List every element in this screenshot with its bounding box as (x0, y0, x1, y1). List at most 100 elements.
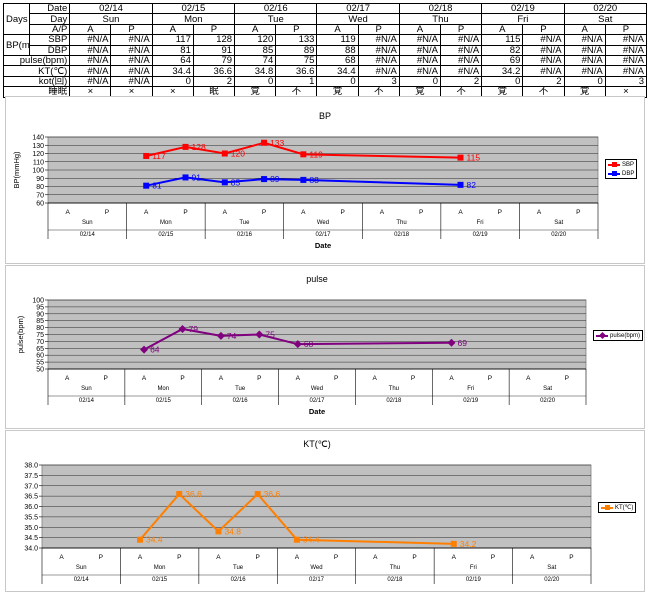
table-ap-cell: P (192, 23, 236, 36)
table-ap-cell: A (316, 23, 359, 36)
table-kt-cell: #N/A (398, 65, 441, 77)
data-label: 69 (458, 338, 468, 348)
data-point (140, 345, 149, 354)
table-row-pulse: pulse(bpm) #N/A #N/A 64 79 74 75 68 #N/A #N/A #N/A… (2, 54, 648, 67)
table-dbp-cell: 91 (192, 44, 236, 56)
table-row-kt: KT(℃) #N/A #N/A 34.4 36.6 34.8 36.6 34.4 #N/A #N/… (2, 65, 648, 77)
x-day-label: Thu (389, 386, 399, 392)
x-day-label: Thu (396, 220, 406, 226)
data-label: 68 (304, 339, 314, 349)
table-dbp-cell: #N/A (398, 44, 441, 56)
table-row-date: Days Date 02/14 02/15 02/16 02/17 02/18 02/19 02… (2, 2, 648, 36)
data-label: 115 (467, 153, 481, 163)
table-kot-cell: 0 (151, 75, 194, 88)
table-dbp-cell: #N/A (357, 44, 400, 56)
table-sbp-cell: #N/A (439, 34, 483, 46)
chart-title: pulse (306, 274, 328, 284)
legend-marker (605, 504, 610, 510)
y-tick-label: 90 (36, 311, 44, 318)
data-point (215, 528, 222, 535)
table-pulse-cell: #N/A (522, 54, 565, 67)
chart-title: KT(℃) (303, 439, 331, 449)
table-kt-cell: #N/A (439, 65, 483, 77)
table-date-cell: 02/15 (151, 2, 236, 15)
legend-label: DBP (622, 170, 635, 177)
data-point (182, 174, 189, 181)
y-tick-label: 140 (32, 135, 44, 142)
data-point (182, 143, 189, 150)
table-row-day: Day Sun Mon Tue Wed Thu Fri Sat (4, 13, 648, 25)
x-date-label: 02/19 (473, 232, 489, 238)
kt-chart-panel: KT(℃) 34.0 34.5 35.0 35.5 36.0 36.5 37.0 37.5 38.… (5, 430, 645, 592)
y-tick-label: 130 (32, 143, 44, 150)
y-tick-label: 90 (36, 176, 44, 183)
legend-swatch (601, 504, 613, 510)
table-date-cell: 02/14 (69, 2, 153, 15)
series-line (146, 176, 461, 187)
x-day-label: Mon (154, 565, 166, 571)
y-tick-label: 38.0 (24, 463, 38, 470)
x-date-label: 02/14 (74, 577, 90, 583)
table-day-cell: Wed (316, 13, 400, 25)
table-pulse-cell: 69 (481, 54, 524, 67)
x-day-label: Tue (233, 565, 244, 571)
table-ap-cell: A (563, 23, 606, 36)
y-tick-label: 120 (32, 151, 44, 158)
x-day-label: Sun (82, 220, 93, 226)
table-pulse-cell: 74 (234, 54, 277, 67)
table-day-cell: Thu (398, 13, 483, 25)
table-ap-cell: A (151, 23, 194, 36)
x-day-label: Tue (235, 386, 246, 392)
x-slot-label: P (180, 375, 184, 382)
table-days-header: Days (2, 2, 30, 36)
table-sbp-cell: #N/A (398, 34, 441, 46)
x-date-label: 02/15 (158, 232, 174, 238)
table-kt-cell: #N/A (522, 65, 565, 77)
table-dbp-cell: 88 (316, 44, 359, 56)
data-point (457, 181, 464, 188)
data-label: 79 (189, 324, 199, 334)
table-date-cell: 02/20 (563, 2, 648, 15)
table-sbp-cell: 120 (234, 34, 277, 46)
data-label: 64 (150, 345, 160, 355)
x-day-label: Thu (390, 565, 400, 571)
table-pulse-cell: #N/A (563, 54, 606, 67)
data-label: 34.4 (303, 535, 320, 545)
table-ap-cell: P (275, 23, 318, 36)
bp-chart-legend: SBP DBP (605, 159, 638, 179)
data-label: 82 (467, 180, 477, 190)
x-date-label: 02/20 (540, 398, 556, 404)
x-slot-label: P (491, 554, 495, 561)
legend-marker (612, 170, 617, 176)
x-slot-label: A (216, 554, 221, 561)
table-kt-cell: #N/A (357, 65, 400, 77)
x-slot-label: A (138, 554, 143, 561)
legend-swatch (596, 331, 608, 339)
table-kot-cell: 1 (275, 75, 318, 88)
data-point (457, 154, 464, 161)
x-slot-label: P (334, 375, 338, 382)
x-slot-label: P (340, 209, 344, 216)
x-slot-label: A (144, 209, 149, 216)
y-tick-label: 80 (36, 325, 44, 332)
y-tick-label: 60 (36, 201, 44, 208)
table-row-ap: A/P A P A P A P A P A P A P A P (4, 23, 648, 36)
kt-chart: KT(℃) 34.0 34.5 35.0 35.5 36.0 36.5 37.0 37.5 38.… (24, 439, 592, 584)
table-sbp-cell: 128 (192, 34, 236, 46)
legend-label: KT(℃) (615, 505, 634, 511)
table-pulse-cell: #N/A (357, 54, 400, 67)
legend-entry: SBP (606, 160, 636, 169)
x-slot-label: A (458, 209, 463, 216)
y-tick-label: 37.0 (24, 483, 38, 490)
x-slot-label: A (452, 554, 457, 561)
x-slot-label: A (65, 375, 70, 382)
y-tick-label: 100 (32, 168, 44, 175)
data-label: 81 (152, 181, 162, 191)
table-kt-cell: 36.6 (192, 65, 236, 77)
x-day-label: Wed (311, 386, 323, 392)
data-point (293, 536, 300, 543)
table-kot-cell: 0 (234, 75, 277, 88)
x-day-label: Mon (160, 220, 172, 226)
x-slot-label: A (295, 554, 300, 561)
legend-entry: pulse(bpm) (594, 331, 642, 340)
